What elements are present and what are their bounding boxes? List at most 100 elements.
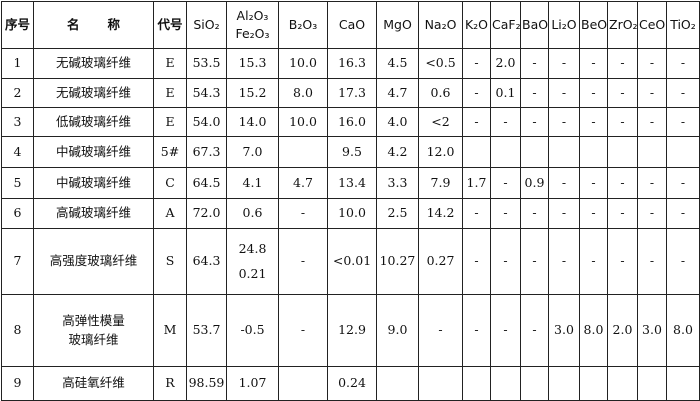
cell-caf2: 2.0 <box>490 48 521 79</box>
cell-cao: 9.5 <box>327 136 377 168</box>
cell-bao <box>520 136 549 168</box>
table-row: 3 低碱玻璃纤维 E 54.0 14.0 10.0 16.0 4.0 <2 - … <box>1 107 700 137</box>
cell-zro2 <box>607 136 638 168</box>
cell-k2o: - <box>462 107 491 137</box>
header-zro2: ZrO₂ <box>607 1 638 49</box>
cell-code: C <box>153 167 187 199</box>
cell-al2o3: -0.5 <box>226 294 279 367</box>
header-cao: CaO <box>327 1 377 49</box>
cell-cao: 13.4 <box>327 167 377 199</box>
cell-bao: 0.9 <box>520 167 549 199</box>
cell-zro2: - <box>607 198 638 229</box>
cell-code: A <box>153 198 187 229</box>
header-tio2: TiO₂ <box>666 1 700 49</box>
cell-b2o3: 10.0 <box>278 107 328 137</box>
cell-li2o <box>548 136 580 168</box>
cell-sio2: 67.3 <box>186 136 227 168</box>
cell-al2o3-fe2o3: 24.8 0.21 <box>226 228 279 295</box>
cell-tio2 <box>666 136 700 168</box>
cell-beo: - <box>579 78 608 108</box>
cell-name: 无碱玻璃纤维 <box>33 78 154 108</box>
cell-name: 无碱玻璃纤维 <box>33 48 154 79</box>
cell-b2o3 <box>278 136 328 168</box>
cell-k2o: 1.7 <box>462 167 491 199</box>
header-code: 代号 <box>153 1 187 49</box>
cell-al2o3: 15.3 <box>226 48 279 79</box>
cell-caf2: - <box>490 228 521 295</box>
cell-mgo <box>376 366 419 401</box>
cell-name-line1: 高弹性模量 <box>62 313 125 329</box>
cell-li2o: - <box>548 48 580 79</box>
cell-beo: - <box>579 198 608 229</box>
cell-b2o3: - <box>278 228 328 295</box>
cell-li2o: - <box>548 107 580 137</box>
cell-zro2: - <box>607 48 638 79</box>
cell-tio2: - <box>666 48 700 79</box>
cell-sio2: 64.3 <box>186 228 227 295</box>
table-row: 7 高强度玻璃纤维 S 64.3 24.8 0.21 - <0.01 10.27 … <box>1 228 700 295</box>
cell-caf2: - <box>490 107 521 137</box>
table-row: 9 高硅氧纤维 R 98.59 1.07 0.24 <box>1 366 700 401</box>
header-bao: BaO <box>520 1 549 49</box>
table-row: 5 中碱玻璃纤维 C 64.5 4.1 4.7 13.4 3.3 7.9 1.7… <box>1 167 700 199</box>
cell-bao: - <box>520 228 549 295</box>
table-row: 8 高弹性模量 玻璃纤维 M 53.7 -0.5 - 12.9 9.0 - - -… <box>1 294 700 367</box>
cell-b2o3: 8.0 <box>278 78 328 108</box>
cell-ceo <box>637 366 667 401</box>
header-sio2: SiO₂ <box>186 1 227 49</box>
cell-mgo: 4.0 <box>376 107 419 137</box>
cell-mgo: 3.3 <box>376 167 419 199</box>
cell-sio2: 98.59 <box>186 366 227 401</box>
table-row: 2 无碱玻璃纤维 E 54.3 15.2 8.0 17.3 4.7 0.6 - … <box>1 78 700 108</box>
cell-caf2 <box>490 136 521 168</box>
cell-name: 中碱玻璃纤维 <box>33 167 154 199</box>
cell-na2o: 12.0 <box>418 136 463 168</box>
cell-name: 高碱玻璃纤维 <box>33 198 154 229</box>
cell-index: 4 <box>1 136 34 168</box>
cell-mgo: 10.27 <box>376 228 419 295</box>
cell-caf2: - <box>490 198 521 229</box>
cell-name: 低碱玻璃纤维 <box>33 107 154 137</box>
cell-li2o: - <box>548 198 580 229</box>
cell-zro2: 2.0 <box>607 294 638 367</box>
header-beo: BeO <box>579 1 608 49</box>
cell-beo: - <box>579 107 608 137</box>
cell-mgo: 4.5 <box>376 48 419 79</box>
cell-k2o: - <box>462 78 491 108</box>
header-b2o3: B₂O₃ <box>278 1 328 49</box>
cell-cao: 0.24 <box>327 366 377 401</box>
cell-k2o <box>462 136 491 168</box>
header-al2o3-fe2o3: Al₂O₃ Fe₂O₃ <box>226 1 279 49</box>
cell-index: 3 <box>1 107 34 137</box>
cell-beo: 8.0 <box>579 294 608 367</box>
cell-code: E <box>153 48 187 79</box>
cell-index: 1 <box>1 48 34 79</box>
cell-fe2o3: 0.21 <box>238 265 267 281</box>
header-ceo: CeO <box>637 1 667 49</box>
cell-name: 高强度玻璃纤维 <box>33 228 154 295</box>
cell-tio2: - <box>666 198 700 229</box>
cell-index: 9 <box>1 366 34 401</box>
cell-k2o: - <box>462 198 491 229</box>
cell-tio2: - <box>666 167 700 199</box>
cell-k2o: - <box>462 228 491 295</box>
header-index: 序号 <box>1 1 34 49</box>
cell-name: 中碱玻璃纤维 <box>33 136 154 168</box>
cell-tio2: - <box>666 78 700 108</box>
cell-code: M <box>153 294 187 367</box>
cell-cao: <0.01 <box>327 228 377 295</box>
cell-k2o <box>462 366 491 401</box>
cell-caf2: 0.1 <box>490 78 521 108</box>
header-mgo: MgO <box>376 1 419 49</box>
cell-li2o: - <box>548 78 580 108</box>
cell-bao: - <box>520 107 549 137</box>
cell-beo <box>579 366 608 401</box>
cell-ceo: - <box>637 48 667 79</box>
cell-ceo: - <box>637 167 667 199</box>
cell-cao: 10.0 <box>327 198 377 229</box>
cell-ceo: 3.0 <box>637 294 667 367</box>
cell-caf2 <box>490 366 521 401</box>
cell-al2o3: 14.0 <box>226 107 279 137</box>
cell-sio2: 54.3 <box>186 78 227 108</box>
